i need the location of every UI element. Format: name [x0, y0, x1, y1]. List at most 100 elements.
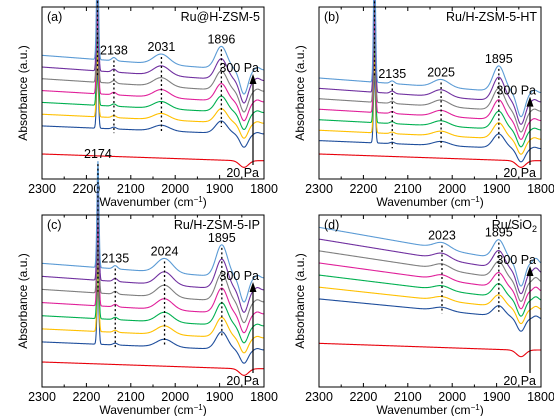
x-tick-label: 1900	[206, 182, 234, 196]
spectrum-series-4	[41, 30, 265, 131]
pressure-low-label: 20 Pa	[503, 166, 536, 180]
peak-label: 2023	[428, 229, 456, 243]
x-tick-label: 2300	[305, 182, 333, 196]
peak-label: 1895	[485, 52, 513, 66]
peak-label: 1896	[207, 32, 235, 46]
peak-label: 2031	[148, 40, 176, 54]
spectrum-series-7	[41, 0, 265, 104]
sample-name-main: Ru/H-ZSM-5-IP	[174, 218, 260, 232]
y-axis-title: Absorbance (a.u.)	[293, 45, 307, 140]
peak-label: 2174	[84, 147, 112, 161]
spectrum-chart: 2174 2135 2024 1895 300 Pa 20 Pa 2300 2200 2100 2…	[16, 147, 278, 416]
spectrum-series-6	[318, 0, 542, 133]
sample-name-main: Ru@H-ZSM-5	[181, 10, 260, 24]
y-axis-title: Absorbance (a.u.)	[16, 253, 30, 348]
spectrum-series-5	[41, 10, 265, 122]
sample-name: Ru/SiO2	[492, 218, 537, 234]
x-tick-label: 1800	[250, 390, 278, 404]
spectrum-series-6	[41, 0, 265, 113]
x-tick-label: 2000	[438, 390, 466, 404]
x-axis-title: Wavenumber (cm−1)	[99, 195, 206, 209]
spectrum-series-1	[41, 153, 264, 168]
spectrum-series-1	[318, 153, 541, 168]
x-tick-label: 2100	[394, 390, 422, 404]
arrow-head-icon	[526, 266, 534, 276]
x-axis-title-main: Wavenumber (cm	[99, 403, 193, 416]
x-tick-label: 2100	[394, 182, 422, 196]
arrow-head-icon	[526, 96, 534, 107]
pressure-high-label: 300 Pa	[219, 269, 259, 283]
spectrum-series-1	[41, 361, 264, 376]
spectrum-series-4	[318, 32, 542, 148]
x-axis-title-sup: −1	[471, 403, 481, 412]
x-tick-label: 2300	[28, 182, 56, 196]
spectrum-series-3	[318, 286, 542, 325]
pressure-high-label: 300 Pa	[219, 61, 259, 75]
sample-name: Ru/H-ZSM-5-HT	[446, 10, 537, 24]
arrow-head-icon	[249, 74, 257, 84]
x-tick-label: 1900	[483, 390, 511, 404]
x-tick-label: 1800	[527, 182, 554, 196]
x-axis-title: Wavenumber (cm−1)	[376, 195, 483, 209]
spectrum-series-2	[318, 298, 542, 332]
arrow-head-icon	[249, 282, 257, 292]
spectrum-series-2	[318, 72, 542, 163]
spectrum-series-6	[318, 250, 542, 302]
spectrum-series-5	[41, 222, 265, 334]
panel-tag: (d)	[324, 218, 339, 232]
spectrum-chart: 2023 1895 300 Pa 20 Pa 2300 2200 2100 2000 1900 1…	[293, 214, 554, 416]
pressure-low-label: 20 Pa	[226, 374, 259, 388]
y-axis-title: Absorbance (a.u.)	[16, 45, 30, 140]
x-tick-label: 1800	[527, 390, 554, 404]
spectrum-series-2	[41, 69, 265, 148]
x-tick-label: 2200	[349, 182, 377, 196]
spectrum-series-3	[41, 265, 265, 354]
x-tick-label: 2200	[72, 182, 100, 196]
x-tick-label: 1900	[483, 182, 511, 196]
x-tick-label: 2300	[28, 390, 56, 404]
spectrum-panel: 2023 1895 300 Pa 20 Pa 2300 2200 2100 2000 1900 1…	[277, 208, 554, 416]
spectrum-series-3	[318, 52, 542, 155]
x-axis-title-sup: −1	[471, 195, 481, 204]
panel-tag: (a)	[47, 10, 62, 24]
spectrum-series-8	[41, 161, 265, 303]
x-tick-label: 2100	[117, 390, 145, 404]
spectrum-series-1	[318, 342, 541, 358]
spectrum-series-3	[41, 50, 265, 139]
x-tick-label: 2000	[161, 182, 189, 196]
peak-label: 1895	[208, 231, 236, 245]
sample-name-main: Ru/SiO	[492, 218, 533, 232]
sample-name: Ru@H-ZSM-5	[181, 10, 260, 24]
peak-label: 2024	[151, 244, 179, 258]
sample-name-main: Ru/H-ZSM-5-HT	[446, 10, 537, 24]
x-axis-title-end: )	[480, 195, 484, 209]
panel-tag: (b)	[324, 10, 339, 24]
spectrum-series-7	[318, 238, 542, 295]
x-tick-label: 2300	[305, 390, 333, 404]
x-axis-title-main: Wavenumber (cm	[376, 195, 470, 209]
x-axis-title: Wavenumber (cm−1)	[99, 403, 206, 416]
x-axis-title: Wavenumber (cm−1)	[376, 403, 483, 416]
spectrum-series-7	[318, 0, 542, 125]
spectrum-panel: 2174 2135 2024 1895 300 Pa 20 Pa 2300 2200 2100 2…	[0, 147, 278, 416]
x-tick-label: 2000	[438, 182, 466, 196]
spectrum-series-5	[318, 11, 542, 140]
x-tick-label: 2100	[117, 182, 145, 196]
x-axis-title-main: Wavenumber (cm	[99, 195, 193, 209]
x-tick-label: 1900	[206, 390, 234, 404]
y-axis-title: Absorbance (a.u.)	[293, 253, 307, 348]
peak-label: 2135	[378, 67, 406, 81]
x-axis-title-end: )	[480, 403, 484, 416]
pressure-low-label: 20 Pa	[503, 374, 536, 388]
pressure-high-label: 300 Pa	[496, 84, 536, 98]
spectrum-series-8	[41, 0, 265, 95]
spectrum-series-8	[318, 226, 542, 287]
pressure-high-label: 300 Pa	[496, 253, 536, 267]
spectrum-series-4	[41, 244, 265, 344]
x-axis-title-sup: −1	[194, 403, 204, 412]
